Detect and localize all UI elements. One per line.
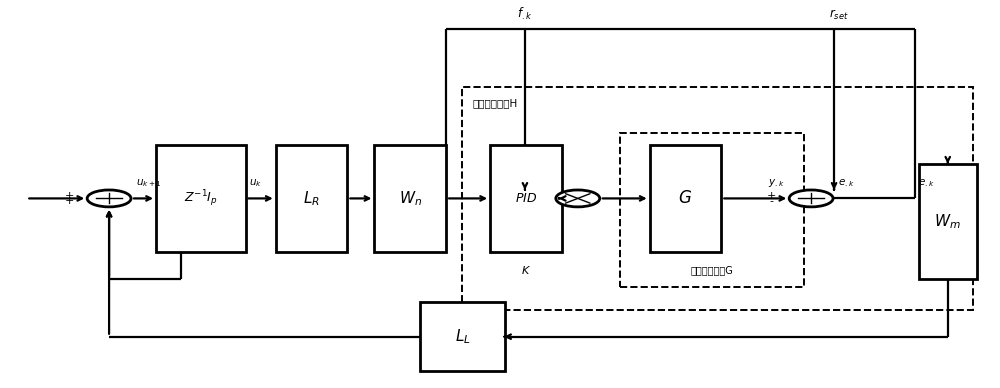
Text: $e_{.k}$: $e_{.k}$ bbox=[918, 177, 934, 189]
Circle shape bbox=[87, 190, 131, 207]
Text: +: + bbox=[65, 196, 74, 206]
Bar bbox=[462, 87, 973, 310]
Text: $W_m$: $W_m$ bbox=[934, 212, 961, 231]
Bar bbox=[620, 133, 804, 287]
Circle shape bbox=[556, 190, 600, 207]
Text: $y_{.k}$: $y_{.k}$ bbox=[768, 177, 784, 189]
Text: $Z^{-1}I_p$: $Z^{-1}I_p$ bbox=[184, 188, 218, 209]
Text: $W_n$: $W_n$ bbox=[399, 189, 422, 208]
Text: $r_{set}$: $r_{set}$ bbox=[829, 8, 849, 22]
Text: $PID$: $PID$ bbox=[515, 192, 537, 205]
Text: +: + bbox=[65, 191, 74, 201]
Bar bbox=[420, 302, 505, 371]
Bar bbox=[490, 145, 562, 252]
Circle shape bbox=[789, 190, 833, 207]
Text: $e_{.k}$: $e_{.k}$ bbox=[838, 177, 855, 189]
Text: 开环控制对象G: 开环控制对象G bbox=[691, 265, 733, 275]
Text: $K$: $K$ bbox=[521, 264, 531, 276]
Bar bbox=[276, 145, 347, 252]
Text: -: - bbox=[769, 196, 773, 206]
Text: +: + bbox=[767, 191, 776, 201]
Bar bbox=[650, 145, 721, 252]
Text: $f_{.k}$: $f_{.k}$ bbox=[517, 6, 533, 22]
Text: 闭环控制对象H: 闭环控制对象H bbox=[472, 99, 517, 109]
Bar bbox=[374, 145, 446, 252]
Bar bbox=[919, 164, 977, 279]
Bar bbox=[156, 145, 246, 252]
Text: $u_{k+1}$: $u_{k+1}$ bbox=[136, 177, 162, 189]
Text: $G$: $G$ bbox=[678, 189, 693, 208]
Text: $L_L$: $L_L$ bbox=[455, 327, 470, 346]
Text: $L_R$: $L_R$ bbox=[303, 189, 320, 208]
Text: $u_k$: $u_k$ bbox=[249, 177, 262, 189]
